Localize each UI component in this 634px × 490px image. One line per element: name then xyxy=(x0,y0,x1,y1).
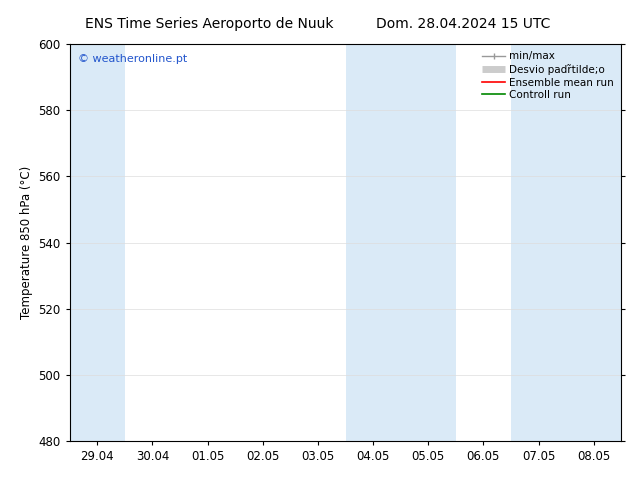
Text: ENS Time Series Aeroporto de Nuuk: ENS Time Series Aeroporto de Nuuk xyxy=(85,17,333,31)
Bar xyxy=(346,44,456,441)
Bar xyxy=(70,44,125,441)
Y-axis label: Temperature 850 hPa (°C): Temperature 850 hPa (°C) xyxy=(20,166,33,319)
Text: © weatheronline.pt: © weatheronline.pt xyxy=(78,54,187,64)
Bar xyxy=(511,44,621,441)
Legend: min/max, Desvio padr̃tilde;o, Ensemble mean run, Controll run: min/max, Desvio padr̃tilde;o, Ensemble m… xyxy=(478,47,618,104)
Text: Dom. 28.04.2024 15 UTC: Dom. 28.04.2024 15 UTC xyxy=(375,17,550,31)
